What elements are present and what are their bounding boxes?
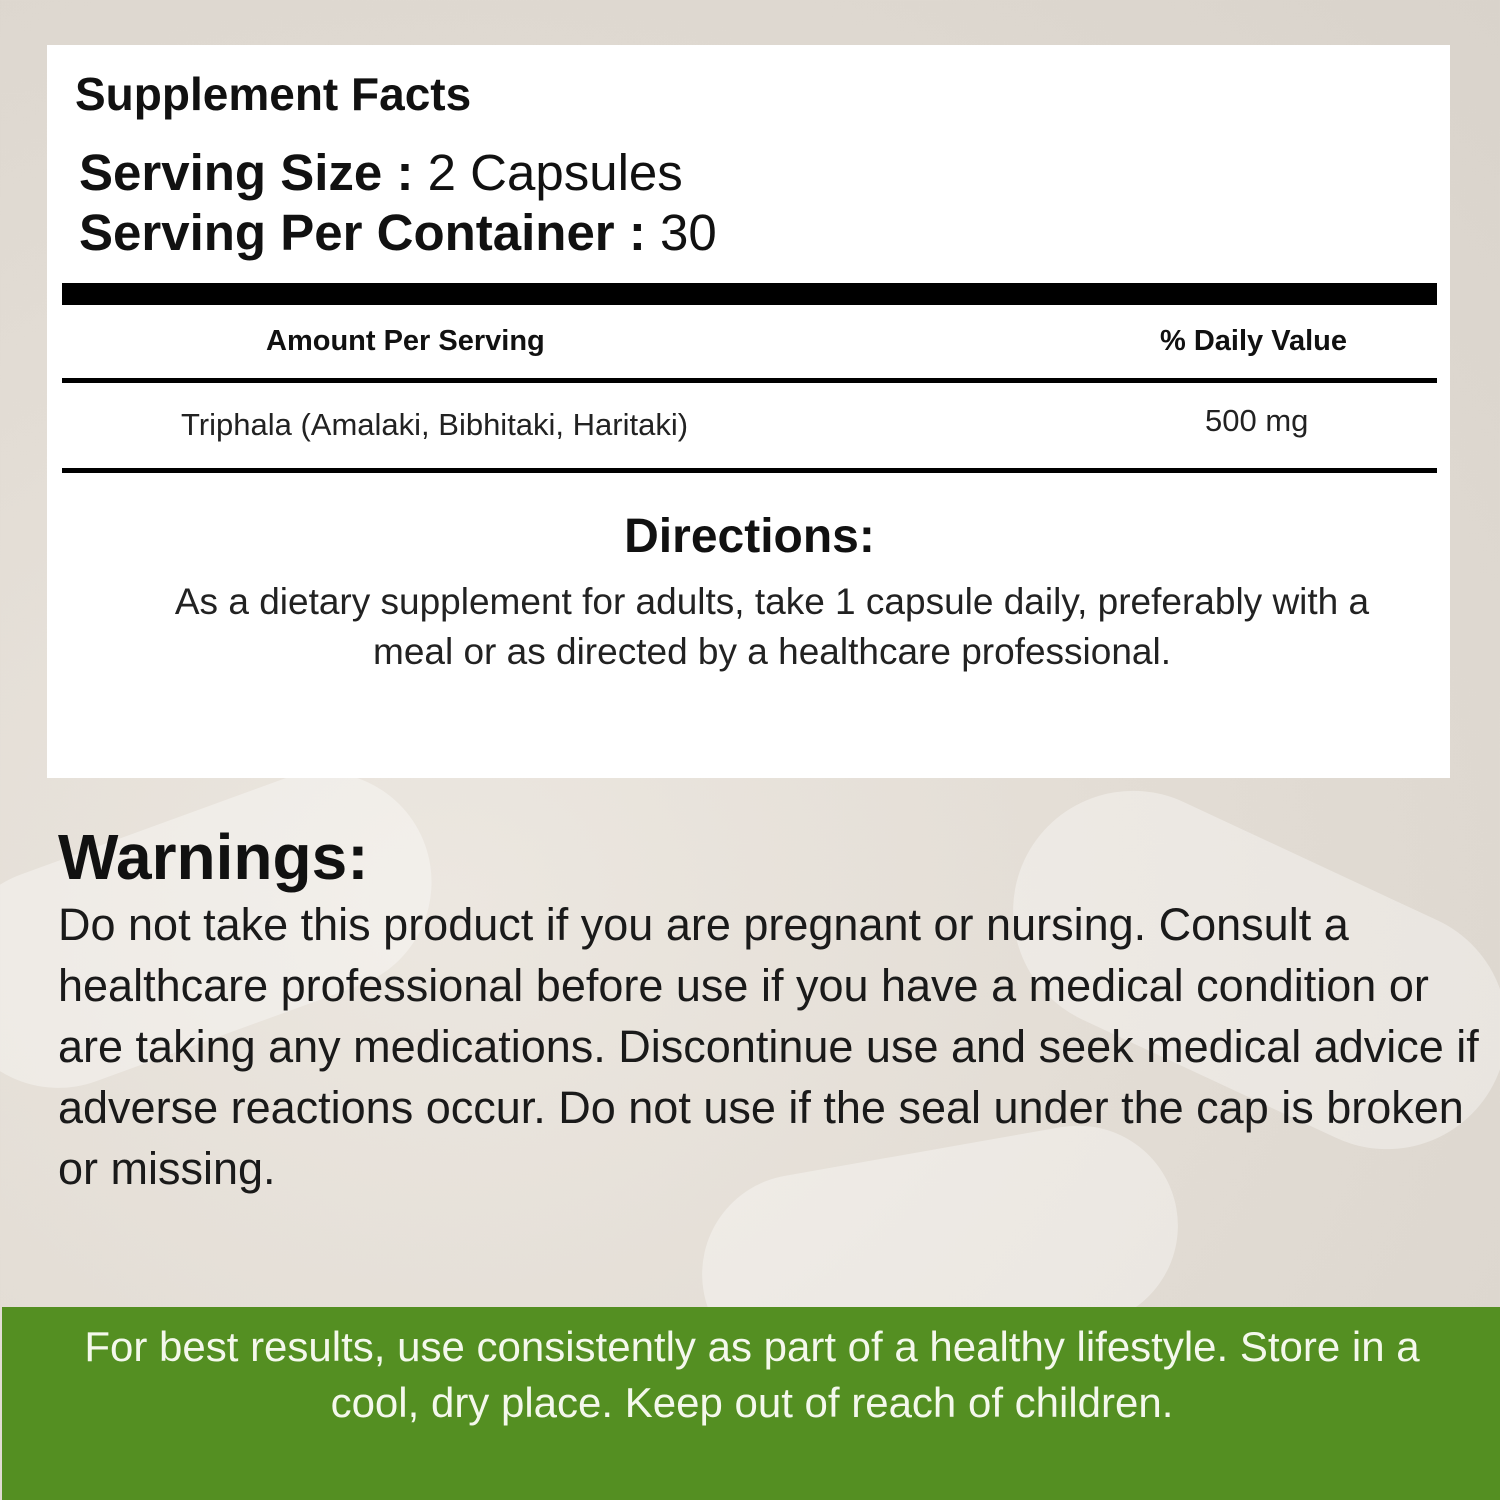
thick-divider	[62, 283, 1437, 305]
serving-size-label: Serving Size :	[79, 144, 414, 201]
serving-size-value: 2 Capsules	[413, 144, 683, 201]
supplement-facts-panel: Supplement Facts Serving Size : 2 Capsul…	[47, 45, 1450, 778]
warnings-text: Do not take this product if you are preg…	[58, 899, 1479, 1194]
servings-per-container-label: Serving Per Container :	[79, 204, 646, 261]
header-amount-per-serving: Amount Per Serving	[266, 325, 545, 357]
footer-banner: For best results, use consistently as pa…	[2, 1307, 1500, 1500]
supplement-facts-title: Supplement Facts	[75, 68, 472, 120]
ingredient-name: Triphala (Amalaki, Bibhitaki, Haritaki)	[181, 407, 689, 442]
warnings-title: Warnings:	[58, 821, 369, 893]
servings-per-container: Serving Per Container : 30	[79, 203, 717, 262]
servings-per-container-value: 30	[645, 204, 717, 261]
serving-size: Serving Size : 2 Capsules	[79, 143, 683, 202]
directions-text: As a dietary supplement for adults, take…	[174, 581, 1370, 672]
ingredient-amount: 500 mg	[1205, 403, 1309, 438]
directions-title: Directions:	[624, 510, 875, 563]
divider	[62, 378, 1437, 383]
divider	[62, 468, 1437, 473]
footer-text: For best results, use consistently as pa…	[84, 1323, 1420, 1426]
header-daily-value: % Daily Value	[1160, 325, 1347, 357]
